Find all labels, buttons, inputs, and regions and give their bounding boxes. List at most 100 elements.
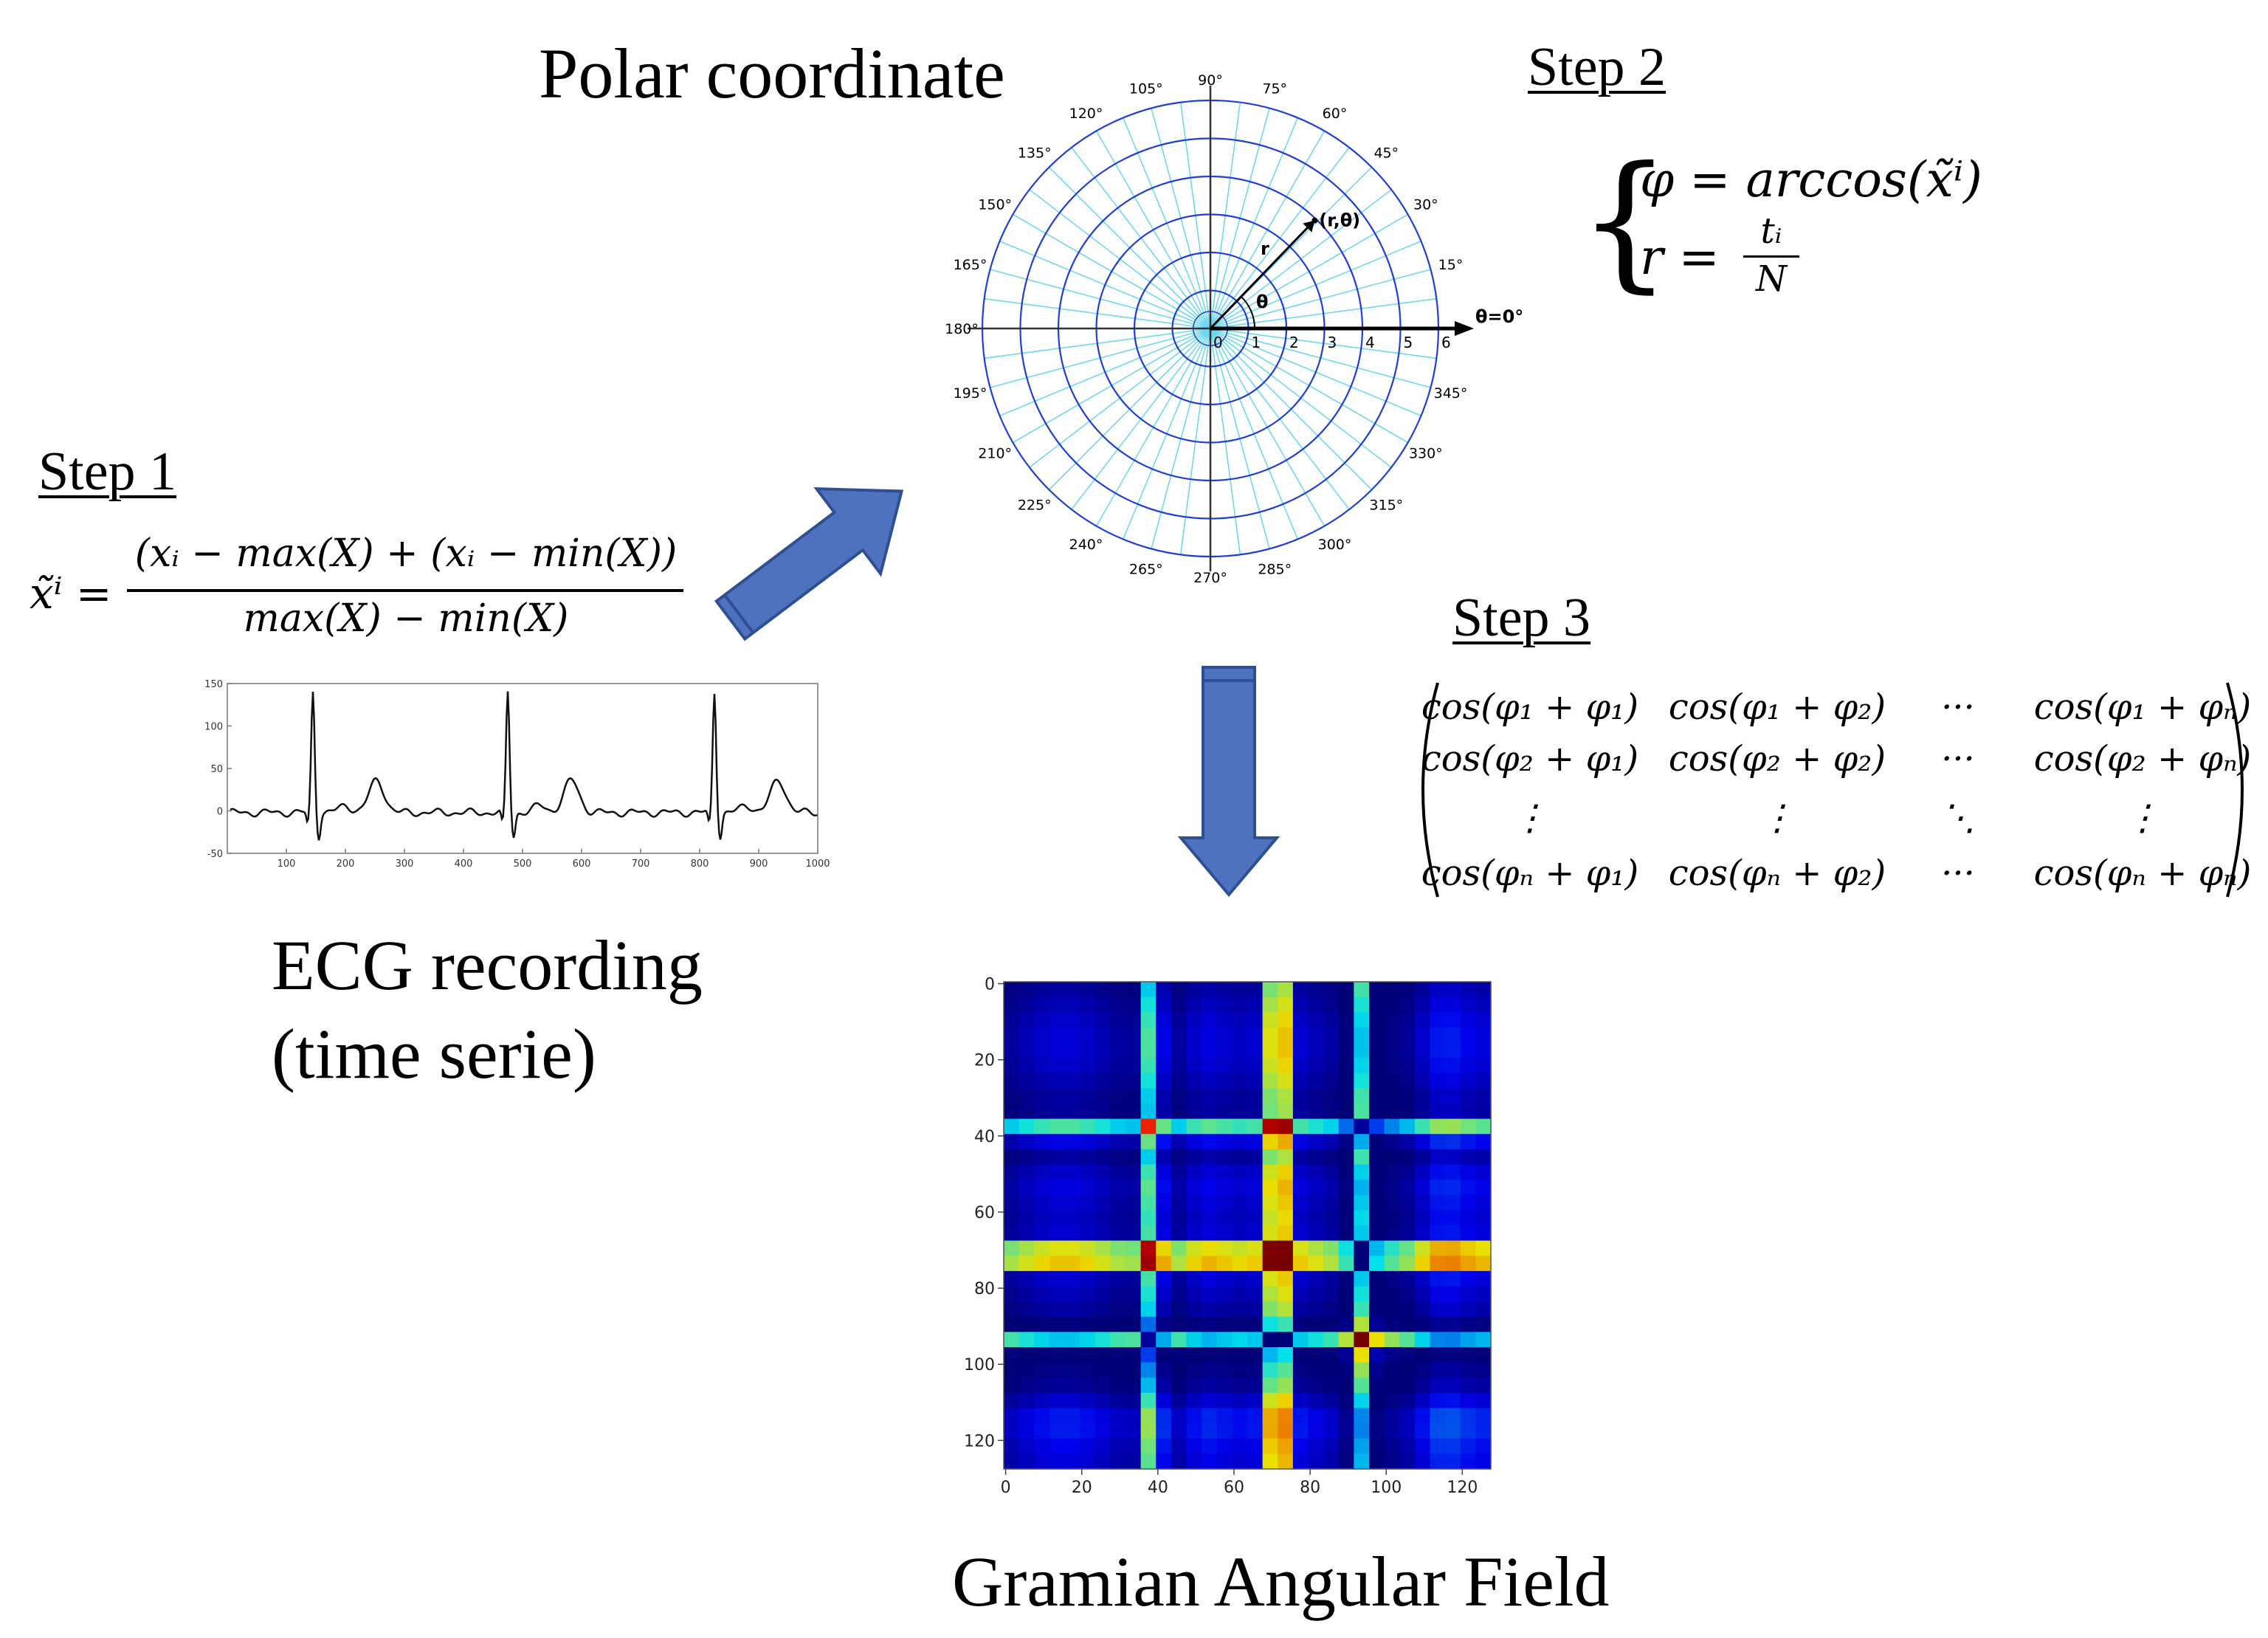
gaf-cell xyxy=(1430,1225,1446,1242)
gaf-cell xyxy=(1080,1180,1096,1196)
gaf-cell xyxy=(1460,1332,1476,1348)
gaf-cell xyxy=(1278,1180,1294,1196)
gaf-cell xyxy=(1338,1058,1354,1074)
gaf-cell xyxy=(1095,1042,1111,1059)
gaf-cell xyxy=(1475,1134,1492,1150)
gaf-cell xyxy=(1232,982,1248,998)
gaf-cell xyxy=(1445,1377,1461,1394)
gaf-cell xyxy=(1247,1453,1264,1470)
gaf-cell xyxy=(1140,1377,1157,1394)
gaf-cell xyxy=(1323,1316,1340,1332)
gaf-cell xyxy=(1064,1194,1080,1211)
gaf-cell xyxy=(1278,1225,1294,1242)
gaf-cell xyxy=(1140,1027,1157,1044)
gaf-cell xyxy=(1414,1104,1431,1120)
gaf-cell xyxy=(1354,1104,1370,1120)
gaf-cell xyxy=(1247,1088,1264,1104)
gaf-cell xyxy=(1292,1180,1309,1196)
gaf-cell xyxy=(1414,997,1431,1013)
gaf-cell xyxy=(1475,982,1492,998)
gaf-cell xyxy=(1354,982,1370,998)
gaf-cell xyxy=(1247,1073,1264,1089)
gaf-cell xyxy=(1323,1134,1340,1150)
gaf-x-tick-label: 0 xyxy=(1001,1479,1011,1497)
gaf-cell xyxy=(1171,1453,1188,1470)
ecg-x-tick-label: 1000 xyxy=(805,858,830,870)
gaf-cell xyxy=(1414,1225,1431,1242)
gaf-x-tick-label: 60 xyxy=(1224,1479,1244,1497)
gaf-cell xyxy=(1018,1332,1035,1348)
gaf-cell xyxy=(1414,1270,1431,1287)
gaf-cell xyxy=(1414,1240,1431,1256)
gaf-cell xyxy=(1460,1347,1476,1363)
ecg-x-tick-label: 400 xyxy=(455,858,473,870)
gaf-cell xyxy=(1202,1453,1218,1470)
gaf-cell xyxy=(1140,1210,1157,1226)
gaf-cell xyxy=(1399,1423,1416,1439)
gaf-cell xyxy=(1049,1438,1066,1454)
gaf-cell xyxy=(1384,1104,1400,1120)
gaf-cell xyxy=(1475,1027,1492,1044)
gaf-cell xyxy=(1292,1408,1309,1424)
gaf-cell xyxy=(1399,1301,1416,1318)
gaf-cell xyxy=(1430,1027,1446,1044)
gaf-cell xyxy=(1475,1012,1492,1028)
gaf-cell xyxy=(1247,1392,1264,1409)
gaf-cell xyxy=(1308,1347,1324,1363)
r-label: r xyxy=(1261,238,1269,259)
gaf-cell xyxy=(1247,1104,1264,1120)
gaf-cell xyxy=(1186,997,1202,1013)
gaf-cell xyxy=(1018,1256,1035,1272)
gaf-cell xyxy=(1399,1332,1416,1348)
matrix-cell: cos(φ₂ + φ₂) xyxy=(1668,738,1886,780)
gaf-cell xyxy=(1140,1240,1157,1256)
gaf-cell xyxy=(1460,1104,1476,1120)
gaf-cell xyxy=(1232,1027,1248,1044)
gaf-cell xyxy=(1338,1180,1354,1196)
gaf-cell xyxy=(1369,1134,1385,1150)
gaf-cell xyxy=(1278,1332,1294,1348)
gaf-cell xyxy=(1171,1118,1188,1135)
gaf-cell xyxy=(1064,982,1080,998)
gaf-cell xyxy=(1232,1256,1248,1272)
gaf-cell xyxy=(1080,1377,1096,1394)
gaf-cell xyxy=(1080,1164,1096,1180)
gaf-cell xyxy=(1080,1027,1096,1044)
gaf-cell xyxy=(1430,1134,1446,1150)
ecg-x-tick-label: 100 xyxy=(278,858,296,870)
gaf-cell xyxy=(1460,1118,1476,1135)
gaf-cell xyxy=(1414,1164,1431,1180)
gaf-cell xyxy=(1414,1210,1431,1226)
gaf-cell xyxy=(1018,1392,1035,1409)
gaf-cell xyxy=(1232,1042,1248,1059)
gaf-cell xyxy=(1399,1180,1416,1196)
gaf-cell xyxy=(1292,1073,1309,1089)
gaf-cell xyxy=(1080,1225,1096,1242)
gaf-cell xyxy=(1049,1270,1066,1287)
gaf-cell xyxy=(1126,1104,1142,1120)
gaf-cell xyxy=(1460,982,1476,998)
gaf-cell xyxy=(1475,1042,1492,1059)
gaf-cell xyxy=(1278,1362,1294,1378)
gaf-cell xyxy=(1323,997,1340,1013)
gaf-cell xyxy=(1323,1012,1340,1028)
gaf-cell xyxy=(1004,1392,1020,1409)
gaf-cell xyxy=(1095,1362,1111,1378)
gaf-cell xyxy=(1354,1042,1370,1059)
angle-label: 30° xyxy=(1413,197,1438,213)
gaf-cell xyxy=(1475,997,1492,1013)
step1-heading: Step 1 xyxy=(38,441,177,502)
gaf-cell xyxy=(1475,1286,1492,1302)
gaf-cell xyxy=(1034,1194,1050,1211)
gaf-cell xyxy=(1232,1286,1248,1302)
gaf-cell xyxy=(1308,1270,1324,1287)
gaf-cell xyxy=(1445,1362,1461,1378)
gaf-cell xyxy=(1004,1408,1020,1424)
gaf-cell xyxy=(1110,1027,1126,1044)
gaf-cell xyxy=(1308,1149,1324,1166)
gaf-cell xyxy=(1018,1073,1035,1089)
gaf-cell xyxy=(1232,1134,1248,1150)
gaf-cell xyxy=(1186,1301,1202,1318)
gaf-cell xyxy=(1156,982,1172,998)
gaf-y-tick-label: 120 xyxy=(964,1432,995,1451)
